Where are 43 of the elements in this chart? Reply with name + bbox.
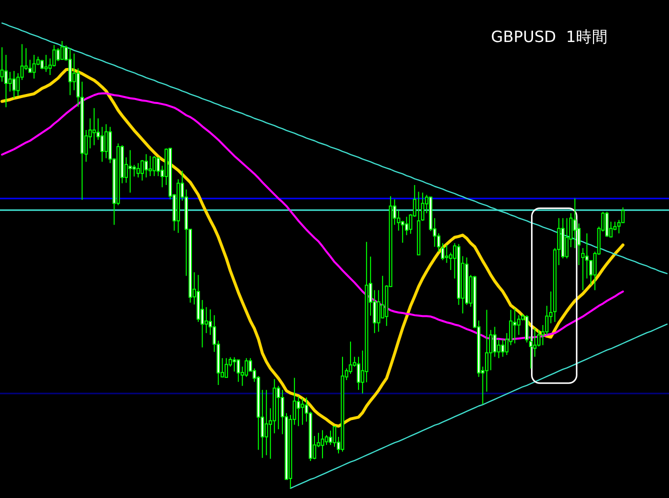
candlestick (32, 54, 36, 80)
candlestick (144, 154, 148, 178)
candlestick (485, 309, 488, 392)
candlestick (60, 40, 64, 60)
candlestick (152, 155, 156, 177)
candlestick (324, 434, 328, 446)
candlestick (56, 48, 60, 62)
candlestick (276, 385, 280, 430)
candlestick (320, 430, 324, 459)
candlestick (605, 211, 609, 238)
candlestick (4, 54, 8, 108)
candlestick (296, 396, 300, 427)
candlestick (573, 198, 577, 249)
chart-title: GBPUSD 1時間 (491, 28, 608, 46)
candlestick (204, 306, 208, 334)
candlestick (92, 108, 96, 146)
candlestick (8, 71, 12, 92)
candlestick (100, 126, 104, 162)
candlestick (28, 59, 32, 74)
candlestick (513, 308, 516, 344)
candlestick (236, 358, 240, 382)
candlestick (128, 150, 132, 194)
candlestick (44, 54, 48, 72)
candlestick (404, 216, 408, 236)
candlestick (0, 46, 4, 82)
candlestick (356, 356, 360, 390)
candlestick (501, 338, 504, 358)
candlestick (489, 329, 492, 371)
candlestick (136, 162, 140, 178)
candlestick (264, 389, 268, 456)
candlestick (232, 356, 236, 372)
candlestick (400, 220, 404, 244)
candlestick (493, 326, 496, 358)
candlestick (132, 164, 136, 178)
candlestick (224, 358, 228, 378)
candlestick (148, 155, 152, 177)
candlestick (52, 44, 56, 67)
candlestick (300, 398, 304, 426)
candlestick (444, 244, 448, 264)
candlestick (565, 218, 569, 259)
candlestick (525, 314, 528, 343)
candlestick (68, 48, 72, 96)
candlestick (104, 124, 108, 159)
